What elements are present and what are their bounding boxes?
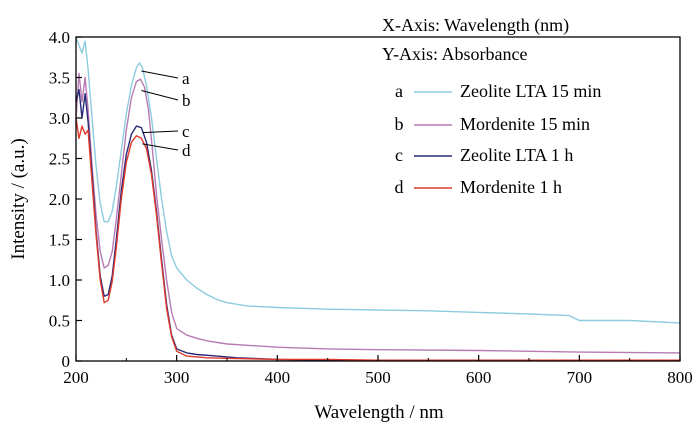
x-axis-title: Wavelength / nm: [314, 402, 444, 423]
y-tick-label: 2.0: [49, 190, 70, 209]
legend-letter-a: a: [395, 81, 403, 101]
curve-label-b: b: [182, 91, 191, 110]
labels-layer: 200 300 400 500 600 700 800 0 0.5 1.0 1.5 2.0 2.5 3.0…: [49, 28, 693, 387]
y-tick-label: 4.0: [49, 28, 70, 47]
legend-letter-d: d: [395, 177, 404, 197]
y-tick-label: 3.5: [49, 69, 70, 88]
legend: a Zeolite LTA 15 min b Mordenite 15 min c Zeo…: [395, 81, 602, 197]
leader-line-d: [142, 143, 179, 151]
x-tick-label: 400: [265, 368, 291, 387]
annotation-x-axis: X-Axis: Wavelength (nm): [382, 15, 569, 36]
y-tick-label: 3.0: [49, 109, 70, 128]
y-tick-label: 0: [62, 352, 71, 371]
series-layer: [75, 36, 681, 361]
series-line-a: [75, 36, 681, 324]
leader-line-c: [142, 130, 179, 134]
x-tick-label: 700: [567, 368, 593, 387]
x-tick-label: 800: [667, 368, 693, 387]
ticks-layer: [75, 36, 681, 362]
leader-line-a: [141, 70, 179, 79]
y-tick-label: 2.5: [49, 150, 70, 169]
leader-line-b: [141, 89, 179, 101]
x-tick-label: 200: [63, 368, 89, 387]
legend-letter-b: b: [395, 114, 404, 134]
curve-label-d: d: [182, 141, 191, 160]
x-tick-label: 600: [466, 368, 492, 387]
x-tick-label: 300: [164, 368, 190, 387]
legend-label-a: Zeolite LTA 15 min: [460, 81, 601, 101]
y-tick-label: 1.0: [49, 271, 70, 290]
legend-letter-c: c: [395, 145, 403, 165]
series-line-d: [75, 117, 680, 361]
curve-label-a: a: [182, 69, 190, 88]
annotation-y-axis: Y-Axis: Absorbance: [382, 44, 527, 64]
legend-label-c: Zeolite LTA 1 h: [460, 145, 573, 165]
y-tick-label: 1.5: [49, 231, 70, 250]
y-tick-label: 0.5: [49, 312, 70, 331]
curve-label-c: c: [182, 122, 190, 141]
legend-label-d: Mordenite 1 h: [460, 177, 562, 197]
y-axis-title: Intensity / (a.u.): [8, 138, 29, 259]
series-line-b: [75, 72, 681, 354]
legend-label-b: Mordenite 15 min: [460, 114, 590, 134]
x-tick-label: 500: [365, 368, 391, 387]
